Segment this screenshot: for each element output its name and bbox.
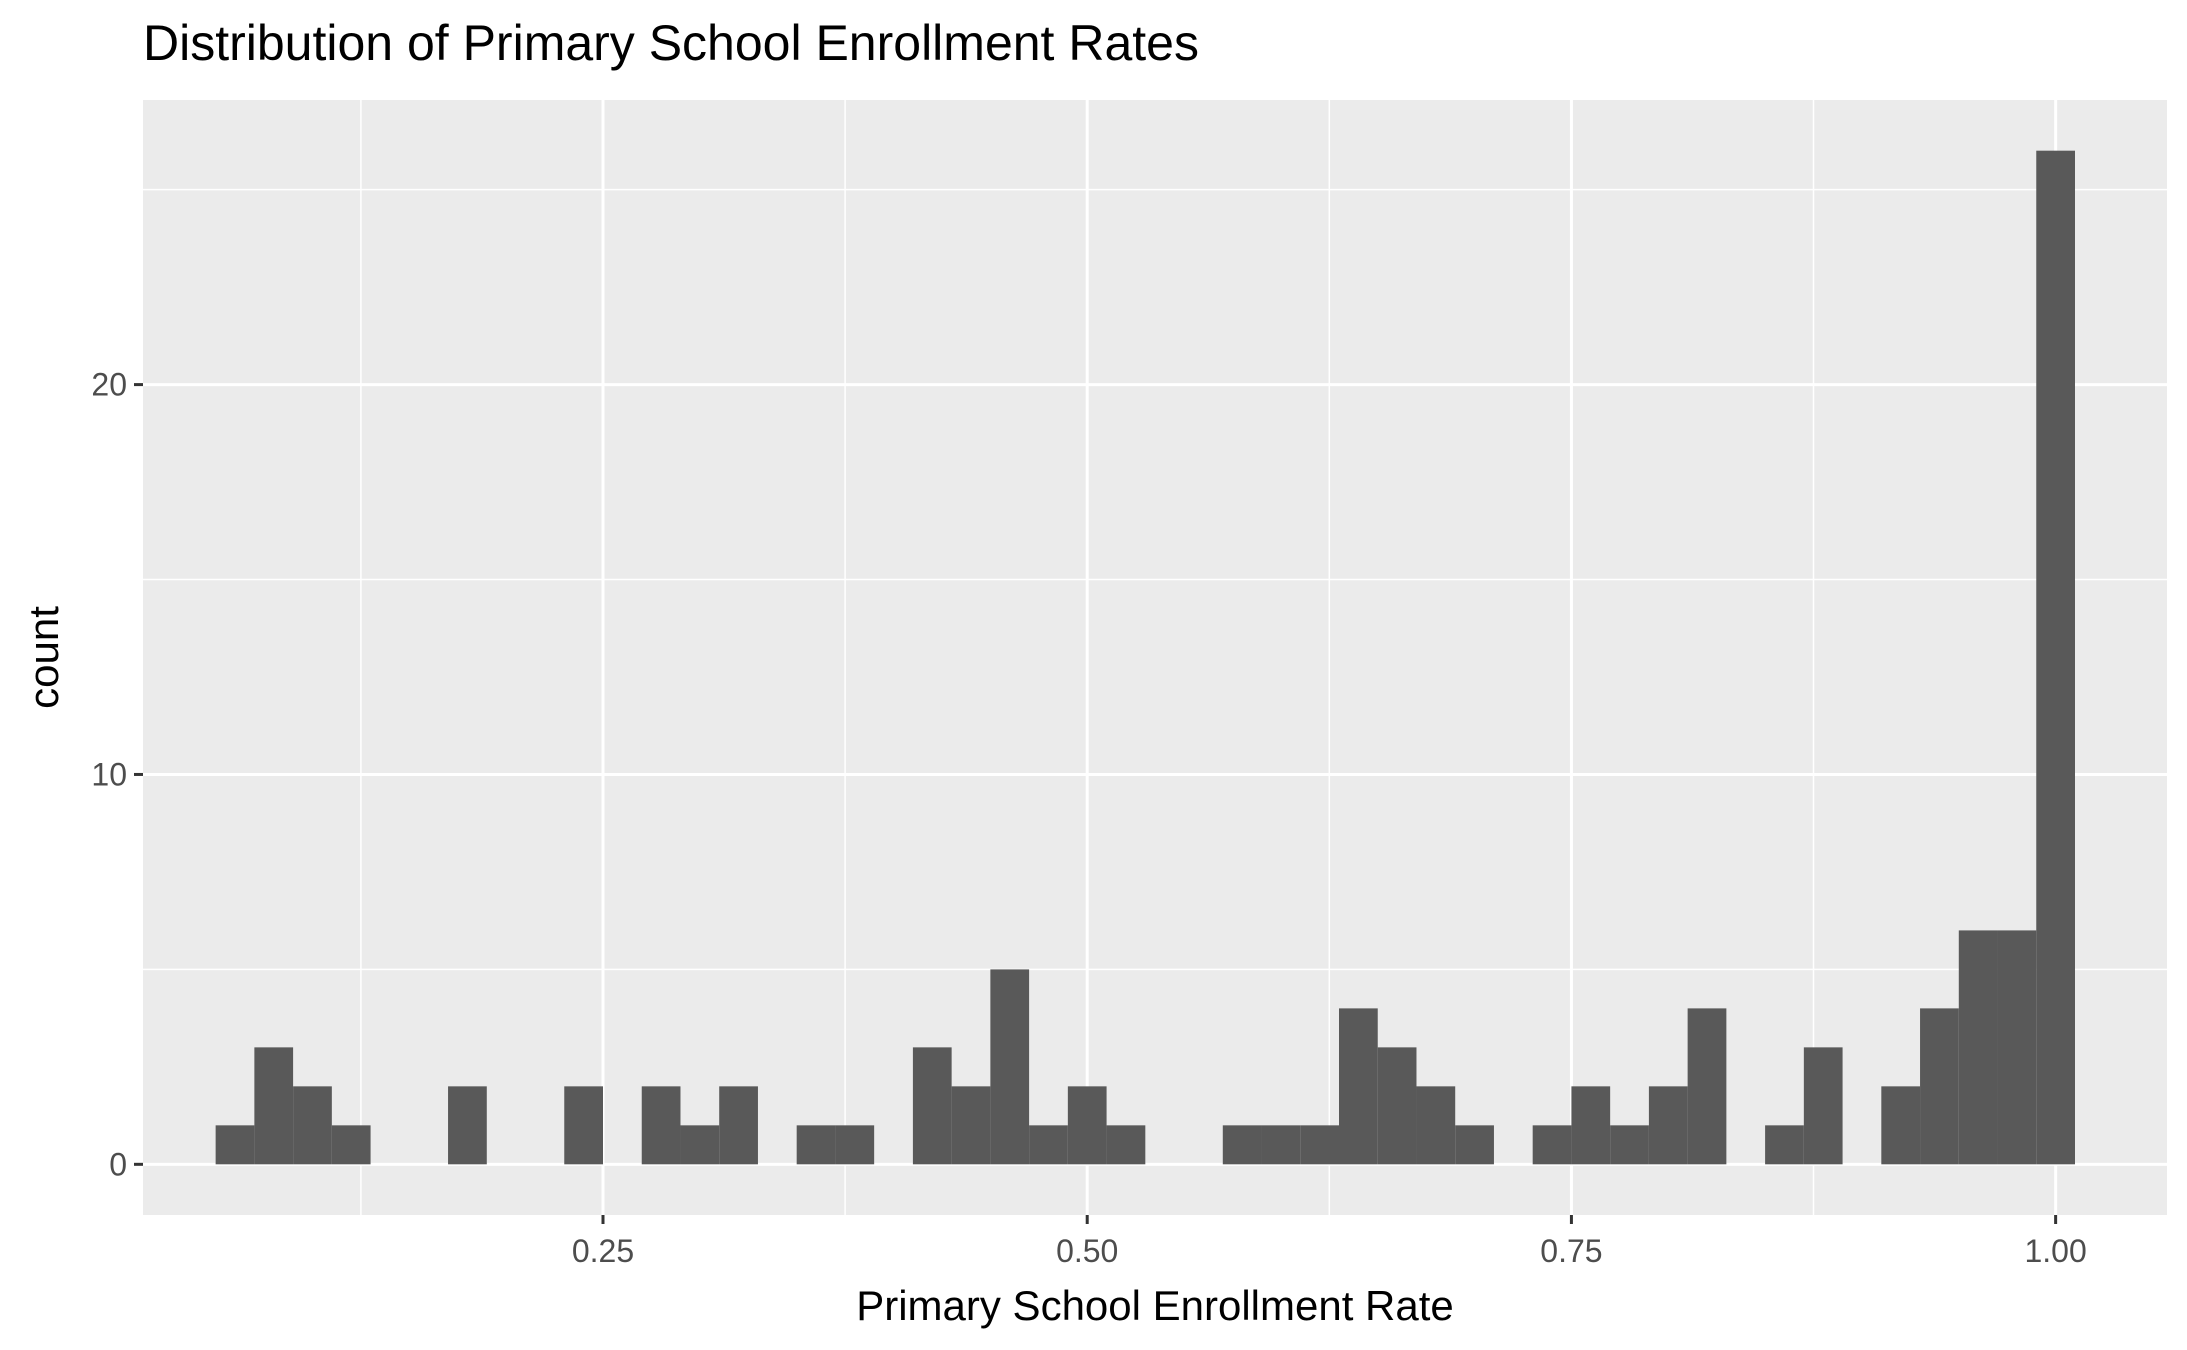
x-axis-title: Primary School Enrollment Rate bbox=[856, 1282, 1454, 1329]
y-tick-label: 20 bbox=[91, 367, 127, 403]
histogram-bar bbox=[1920, 1008, 1959, 1165]
histogram-bar bbox=[564, 1086, 603, 1165]
histogram-bar bbox=[1067, 1086, 1107, 1165]
histogram-bar bbox=[680, 1125, 720, 1165]
x-tick-label: 1.00 bbox=[2024, 1233, 2086, 1269]
histogram-bar bbox=[448, 1086, 487, 1165]
x-tick-label: 0.75 bbox=[1540, 1233, 1602, 1269]
histogram-bar bbox=[1377, 1047, 1417, 1165]
histogram-bar bbox=[835, 1125, 875, 1165]
histogram-bar bbox=[912, 1047, 952, 1165]
histogram-bar bbox=[1610, 1125, 1649, 1165]
histogram-bar bbox=[1571, 1086, 1611, 1165]
histogram-bar bbox=[1881, 1086, 1921, 1165]
histogram-bar bbox=[990, 969, 1030, 1165]
histogram-bar bbox=[254, 1047, 294, 1165]
histogram-bars bbox=[215, 150, 2075, 1165]
histogram-bar bbox=[1765, 1125, 1804, 1165]
histogram-bar bbox=[641, 1086, 681, 1165]
histogram-bar bbox=[1687, 1008, 1727, 1165]
histogram-bar bbox=[1997, 930, 2037, 1165]
histogram-bar bbox=[1300, 1125, 1339, 1165]
y-axis-title: count bbox=[20, 606, 67, 709]
histogram-bar bbox=[1029, 1125, 1068, 1165]
histogram-bar bbox=[719, 1086, 758, 1165]
histogram-bar bbox=[1648, 1086, 1688, 1165]
histogram-bar bbox=[1455, 1125, 1494, 1165]
histogram-bar bbox=[331, 1125, 371, 1165]
histogram-bar bbox=[796, 1125, 836, 1165]
x-tick-label: 0.25 bbox=[572, 1233, 634, 1269]
histogram-bar bbox=[951, 1086, 991, 1165]
histogram-bar bbox=[1958, 930, 1998, 1165]
x-axis: 0.25 0.50 0.75 1.00 bbox=[572, 1215, 2087, 1269]
histogram-bar bbox=[1803, 1047, 1843, 1165]
plot-panel bbox=[143, 100, 2167, 1215]
histogram-bar bbox=[1416, 1086, 1456, 1165]
histogram-bar bbox=[1222, 1125, 1262, 1165]
histogram-bar bbox=[1261, 1125, 1301, 1165]
minor-gridlines bbox=[143, 100, 2167, 1215]
histogram-bar bbox=[215, 1125, 255, 1165]
y-axis: 0 10 20 bbox=[91, 367, 143, 1182]
chart-title: Distribution of Primary School Enrollmen… bbox=[143, 15, 1199, 71]
y-tick-label: 0 bbox=[109, 1146, 127, 1182]
histogram-bar bbox=[2036, 150, 2075, 1165]
histogram-bar bbox=[1106, 1125, 1146, 1165]
histogram-bar bbox=[1339, 1008, 1378, 1165]
y-tick-label: 10 bbox=[91, 756, 127, 792]
histogram-bar bbox=[1532, 1125, 1572, 1165]
histogram-bar bbox=[293, 1086, 332, 1165]
x-tick-label: 0.50 bbox=[1056, 1233, 1118, 1269]
